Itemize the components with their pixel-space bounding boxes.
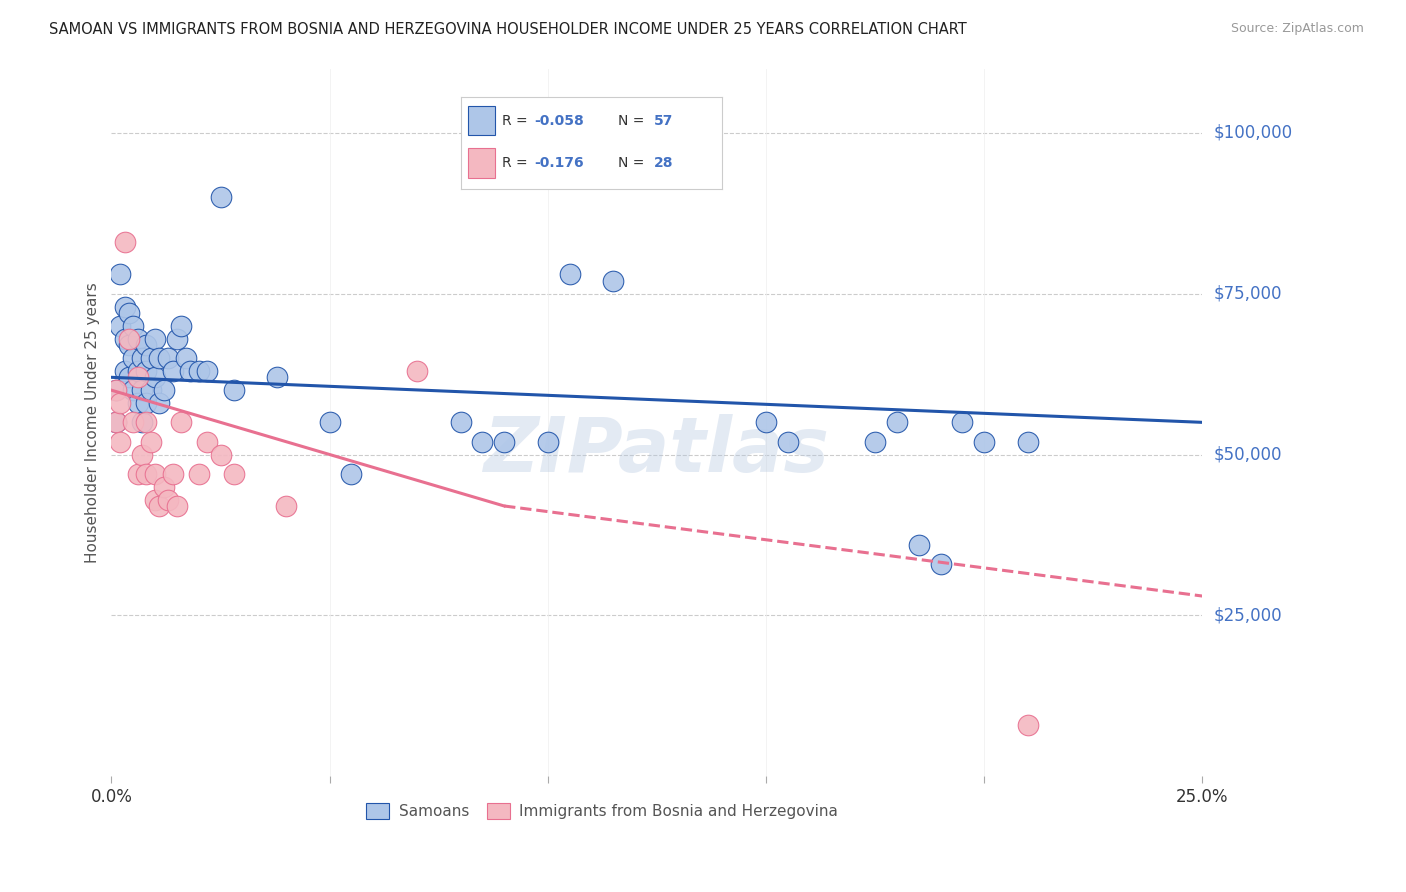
Point <box>863 434 886 449</box>
Point <box>197 434 219 449</box>
Point <box>108 396 131 410</box>
Point <box>127 467 149 481</box>
Point <box>118 332 141 346</box>
Point <box>127 370 149 384</box>
Point <box>148 396 170 410</box>
Point <box>157 492 180 507</box>
Point <box>755 415 778 429</box>
Point <box>152 383 174 397</box>
Point <box>973 434 995 449</box>
Point <box>274 499 297 513</box>
Point <box>187 364 209 378</box>
Point <box>114 364 136 378</box>
Text: $25,000: $25,000 <box>1213 607 1282 624</box>
Point <box>1017 434 1039 449</box>
Point <box>162 467 184 481</box>
Point <box>104 383 127 397</box>
Point <box>148 351 170 365</box>
Point <box>157 351 180 365</box>
Point <box>266 370 288 384</box>
Point <box>1017 717 1039 731</box>
Point <box>135 338 157 352</box>
Point <box>135 396 157 410</box>
Point <box>162 364 184 378</box>
Point <box>122 383 145 397</box>
Point <box>139 383 162 397</box>
Point <box>907 538 929 552</box>
Point <box>405 364 427 378</box>
Point <box>170 318 193 333</box>
Point <box>602 274 624 288</box>
Point <box>139 351 162 365</box>
Point <box>170 415 193 429</box>
Y-axis label: Householder Income Under 25 years: Householder Income Under 25 years <box>86 282 100 563</box>
Point <box>122 318 145 333</box>
Point <box>166 332 188 346</box>
Text: $50,000: $50,000 <box>1213 445 1282 464</box>
Point <box>135 364 157 378</box>
Point <box>127 332 149 346</box>
Point <box>537 434 560 449</box>
Point <box>886 415 908 429</box>
Point <box>950 415 973 429</box>
Point <box>494 434 516 449</box>
Point <box>152 480 174 494</box>
Point <box>118 306 141 320</box>
Point <box>222 467 245 481</box>
Point <box>166 499 188 513</box>
Point <box>450 415 472 429</box>
Point <box>209 190 232 204</box>
Point <box>143 467 166 481</box>
Point <box>122 415 145 429</box>
Point <box>118 338 141 352</box>
Point <box>131 448 153 462</box>
Text: Source: ZipAtlas.com: Source: ZipAtlas.com <box>1230 22 1364 36</box>
Point <box>114 300 136 314</box>
Text: $100,000: $100,000 <box>1213 124 1292 142</box>
Point <box>114 332 136 346</box>
Point <box>104 415 127 429</box>
Point <box>127 396 149 410</box>
Point <box>114 235 136 250</box>
Point <box>143 492 166 507</box>
Point <box>127 364 149 378</box>
Point <box>131 383 153 397</box>
Point <box>108 268 131 282</box>
Text: $75,000: $75,000 <box>1213 285 1282 302</box>
Point <box>135 467 157 481</box>
Point <box>143 370 166 384</box>
Point <box>108 318 131 333</box>
Point <box>929 557 952 571</box>
Point <box>222 383 245 397</box>
Point <box>179 364 201 378</box>
Point <box>104 415 127 429</box>
Point <box>135 415 157 429</box>
Point <box>471 434 494 449</box>
Point <box>197 364 219 378</box>
Point <box>131 351 153 365</box>
Point <box>174 351 197 365</box>
Point <box>122 351 145 365</box>
Point <box>340 467 363 481</box>
Text: SAMOAN VS IMMIGRANTS FROM BOSNIA AND HERZEGOVINA HOUSEHOLDER INCOME UNDER 25 YEA: SAMOAN VS IMMIGRANTS FROM BOSNIA AND HER… <box>49 22 967 37</box>
Point <box>139 434 162 449</box>
Point <box>143 332 166 346</box>
Point <box>118 370 141 384</box>
Point <box>558 268 581 282</box>
Point <box>148 499 170 513</box>
Point <box>187 467 209 481</box>
Text: ZIPatlas: ZIPatlas <box>484 414 830 488</box>
Legend: Samoans, Immigrants from Bosnia and Herzegovina: Samoans, Immigrants from Bosnia and Herz… <box>360 797 845 825</box>
Point <box>108 434 131 449</box>
Point <box>209 448 232 462</box>
Point <box>131 415 153 429</box>
Point <box>318 415 340 429</box>
Point <box>776 434 799 449</box>
Point <box>104 383 127 397</box>
